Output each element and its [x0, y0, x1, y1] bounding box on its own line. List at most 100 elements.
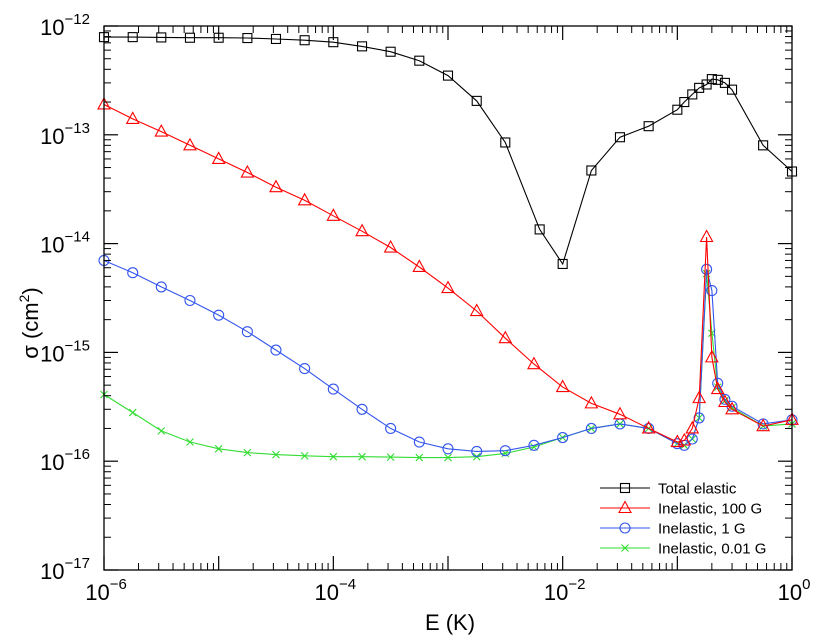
data-point	[701, 263, 713, 275]
data-point	[355, 223, 369, 237]
series-line	[103, 273, 793, 459]
data-point	[184, 294, 196, 307]
y-tick-label: 10−12	[40, 11, 90, 40]
data-point	[500, 137, 511, 148]
data-point	[326, 208, 341, 221]
y-axis-label-exp: 2	[16, 294, 32, 302]
series-0	[98, 32, 798, 270]
data-point	[725, 401, 739, 415]
data-point	[687, 89, 698, 100]
legend-item: Inelastic, 1 G	[600, 521, 746, 538]
data-point	[156, 32, 167, 43]
data-point	[157, 426, 166, 435]
data-point	[356, 403, 368, 415]
data-point	[499, 445, 511, 457]
data-point	[213, 309, 225, 321]
data-point	[442, 443, 454, 455]
series-line	[103, 259, 793, 452]
legend-marker	[618, 500, 632, 514]
data-point	[701, 79, 712, 90]
data-point	[155, 281, 167, 293]
data-point	[184, 32, 196, 43]
data-point	[756, 418, 771, 432]
data-point	[679, 96, 690, 108]
data-point	[128, 408, 137, 417]
data-point	[614, 132, 626, 143]
legend-item: Inelastic, 0.01 G	[600, 541, 766, 558]
legend-marker	[621, 544, 629, 552]
data-point	[557, 431, 569, 444]
data-point	[692, 390, 707, 404]
data-point	[240, 164, 255, 178]
data-point	[358, 452, 366, 461]
series-line	[104, 36, 793, 266]
legend-marker	[619, 482, 631, 494]
data-point	[269, 179, 283, 193]
data-point	[527, 356, 541, 370]
data-point	[242, 32, 253, 44]
y-axis-label-close: )	[18, 287, 43, 294]
data-point	[717, 394, 732, 408]
data-point	[643, 121, 654, 132]
y-axis-label: σ (cm2)	[16, 287, 43, 358]
data-point	[586, 165, 597, 176]
data-point	[297, 192, 312, 206]
data-point	[127, 32, 138, 43]
legend-item: Inelastic, 100 G	[600, 500, 762, 518]
x-tick-label: 10−2	[544, 576, 586, 605]
legend: Total elastic Inelastic, 100 G Inelastic, …	[600, 481, 766, 558]
data-point	[386, 453, 395, 462]
data-point	[154, 123, 169, 137]
data-point	[415, 453, 424, 462]
data-point	[726, 84, 738, 95]
x-tick-label: 10−6	[85, 576, 127, 605]
legend-marker	[619, 522, 631, 534]
data-point	[300, 451, 309, 460]
data-point	[211, 151, 226, 164]
data-point	[441, 280, 455, 294]
y-tick-label: 10−16	[40, 446, 90, 475]
data-point	[299, 35, 310, 46]
data-point	[555, 379, 570, 393]
data-point	[712, 74, 723, 85]
legend-label: Inelastic, 0.01 G	[658, 541, 766, 558]
data-point	[125, 111, 140, 124]
data-point	[270, 344, 282, 356]
data-point	[444, 453, 452, 462]
data-point	[243, 448, 252, 457]
data-point	[383, 239, 398, 253]
data-point	[413, 436, 425, 448]
data-point	[613, 406, 627, 420]
data-point	[412, 259, 427, 273]
data-point	[270, 33, 282, 45]
y-tick-label: 10−13	[40, 120, 90, 149]
y-tick-label: 10−14	[40, 229, 90, 258]
data-point	[704, 349, 719, 363]
data-point	[469, 303, 484, 317]
data-point	[385, 46, 396, 57]
data-point	[685, 420, 700, 434]
y-axis-label-main: σ (cm	[18, 302, 43, 358]
series-line	[103, 104, 793, 443]
data-point	[534, 224, 545, 235]
data-point	[183, 137, 197, 151]
data-point	[442, 70, 454, 81]
data-point	[329, 452, 338, 461]
data-point	[677, 432, 692, 446]
data-point	[758, 140, 769, 151]
data-point	[710, 381, 725, 395]
y-tick-label: 10−15	[40, 337, 90, 366]
data-point	[719, 77, 730, 88]
data-point	[672, 104, 683, 115]
data-point	[706, 74, 717, 85]
data-point	[327, 383, 339, 395]
y-tick-label: 10−17	[40, 555, 90, 584]
data-point	[471, 95, 482, 106]
data-point	[241, 326, 253, 338]
data-point	[471, 445, 483, 457]
data-point	[299, 363, 311, 375]
data-point	[498, 330, 513, 344]
data-point	[706, 285, 718, 297]
